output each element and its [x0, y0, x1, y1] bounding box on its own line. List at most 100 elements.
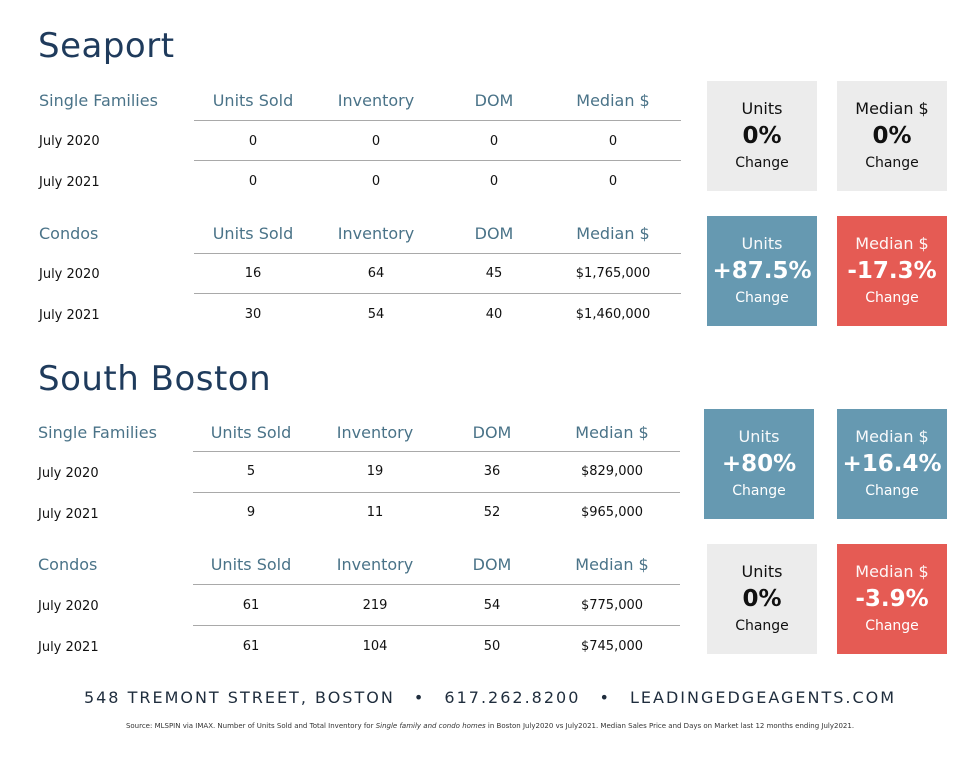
box-label: Units [741, 99, 783, 118]
col-header-median: Median $ [576, 91, 650, 110]
box-change-label: Change [732, 483, 786, 499]
col-header-median: Median $ [576, 224, 650, 243]
cell-inventory: 0 [371, 174, 381, 189]
section-title-south-boston: South Boston [38, 359, 272, 399]
cell-units-sold: 5 [246, 464, 256, 479]
box-change-label: Change [865, 155, 919, 171]
cell-inventory: 0 [371, 134, 381, 149]
section-title-seaport: Seaport [38, 26, 175, 66]
table-type-label: Condos [38, 555, 98, 574]
cell-dom: 50 [483, 639, 501, 654]
source-italic: Single family and condo homes [375, 722, 486, 730]
table-divider [194, 293, 681, 294]
box-percent: 0% [742, 123, 782, 149]
box-change-label: Change [865, 483, 919, 499]
col-header-dom: DOM [474, 91, 514, 110]
cell-median: $745,000 [580, 639, 644, 654]
box-change-label: Change [865, 290, 919, 306]
col-header-inventory: Inventory [336, 423, 414, 442]
col-header-median: Median $ [575, 555, 649, 574]
row-label: July 2020 [38, 466, 99, 481]
median-change-box: Median $ +16.4% Change [837, 409, 947, 519]
table-divider [193, 584, 680, 585]
box-percent: -17.3% [847, 258, 937, 284]
table-divider [193, 451, 680, 452]
box-label: Median $ [855, 234, 929, 253]
source-prefix: Source: MLSPIN via IMAX. Number of Units… [125, 722, 376, 730]
col-header-inventory: Inventory [337, 224, 415, 243]
cell-units-sold: 61 [242, 639, 260, 654]
cell-units-sold: 16 [244, 266, 262, 281]
box-percent: +80% [721, 451, 797, 477]
box-label: Median $ [855, 562, 929, 581]
col-header-units-sold: Units Sold [210, 423, 292, 442]
col-header-inventory: Inventory [337, 91, 415, 110]
box-percent: 0% [742, 586, 782, 612]
table-divider [194, 160, 681, 161]
cell-inventory: 64 [367, 266, 385, 281]
table-divider [194, 253, 681, 254]
box-label: Median $ [855, 99, 929, 118]
col-header-inventory: Inventory [336, 555, 414, 574]
cell-inventory: 11 [366, 505, 384, 520]
cell-dom: 45 [485, 266, 503, 281]
cell-units-sold: 9 [246, 505, 256, 520]
median-change-box: Median $ -17.3% Change [837, 216, 947, 326]
cell-units-sold: 0 [248, 174, 258, 189]
footer-address: 548 TREMONT STREET, BOSTON [83, 688, 395, 707]
box-label: Units [738, 427, 780, 446]
box-label: Units [741, 234, 783, 253]
col-header-median: Median $ [575, 423, 649, 442]
col-header-dom: DOM [474, 224, 514, 243]
box-percent: +16.4% [842, 451, 942, 477]
cell-median: 0 [608, 174, 618, 189]
col-header-units-sold: Units Sold [212, 224, 294, 243]
row-label: July 2020 [39, 134, 100, 149]
box-percent: 0% [872, 123, 912, 149]
row-label: July 2021 [39, 308, 100, 323]
source-note: Source: MLSPIN via IMAX. Number of Units… [0, 722, 980, 730]
table-type-label: Single Families [39, 91, 158, 110]
units-change-box: Units +80% Change [704, 409, 814, 519]
units-change-box: Units +87.5% Change [707, 216, 817, 326]
cell-dom: 54 [483, 598, 501, 613]
footer-separator: • [413, 688, 426, 707]
contact-footer: 548 TREMONT STREET, BOSTON • 617.262.820… [0, 688, 980, 707]
box-change-label: Change [865, 618, 919, 634]
footer-phone[interactable]: 617.262.8200 [444, 688, 581, 707]
col-header-units-sold: Units Sold [212, 91, 294, 110]
box-percent: +87.5% [712, 258, 812, 284]
footer-website[interactable]: LEADINGEDGEAGENTS.COM [630, 688, 897, 707]
cell-dom: 36 [483, 464, 501, 479]
units-change-box: Units 0% Change [707, 81, 817, 191]
cell-units-sold: 0 [248, 134, 258, 149]
box-percent: -3.9% [855, 586, 929, 612]
footer-separator: • [599, 688, 611, 707]
table-type-label: Condos [39, 224, 99, 243]
col-header-dom: DOM [472, 423, 512, 442]
cell-inventory: 19 [366, 464, 384, 479]
source-suffix: in Boston July2020 vs July2021. Median S… [485, 722, 855, 730]
box-change-label: Change [735, 290, 789, 306]
median-change-box: Median $ -3.9% Change [837, 544, 947, 654]
box-label: Units [741, 562, 783, 581]
cell-inventory: 104 [362, 639, 388, 654]
table-divider [193, 492, 680, 493]
cell-median: $775,000 [580, 598, 644, 613]
cell-units-sold: 30 [244, 307, 262, 322]
table-divider [194, 120, 681, 121]
cell-median: $1,765,000 [575, 266, 651, 281]
cell-units-sold: 61 [242, 598, 260, 613]
cell-dom: 0 [489, 134, 499, 149]
cell-inventory: 219 [362, 598, 388, 613]
box-label: Median $ [855, 427, 929, 446]
row-label: July 2021 [38, 507, 99, 522]
row-label: July 2021 [38, 640, 99, 655]
col-header-dom: DOM [472, 555, 512, 574]
cell-dom: 0 [489, 174, 499, 189]
cell-dom: 52 [483, 505, 501, 520]
col-header-units-sold: Units Sold [210, 555, 292, 574]
cell-median: 0 [608, 134, 618, 149]
median-change-box: Median $ 0% Change [837, 81, 947, 191]
cell-median: $965,000 [580, 505, 644, 520]
